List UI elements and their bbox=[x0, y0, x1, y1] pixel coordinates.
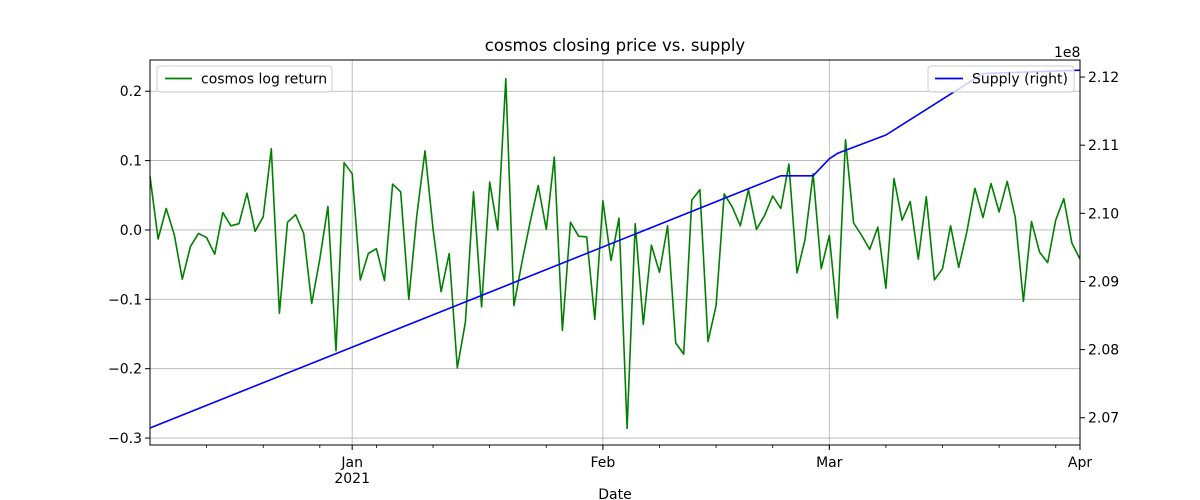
right-y-tick-label: 2.07 bbox=[1088, 411, 1119, 427]
right-axis-offset-text: 1e8 bbox=[1054, 45, 1080, 61]
left-y-tick-label: −0.1 bbox=[108, 292, 142, 308]
left-y-tick-label: −0.3 bbox=[108, 431, 142, 447]
left-y-tick-label: 0.2 bbox=[120, 84, 142, 100]
legend-left-label: cosmos log return bbox=[201, 72, 327, 88]
right-y-tick-label: 2.09 bbox=[1088, 274, 1119, 290]
axes-layer: Jan Feb Mar Apr 2021 −0.3 −0.2 −0.1 0.0 0.1 0.2 2.0… bbox=[108, 70, 1119, 487]
series-line-log-return bbox=[149, 77, 1081, 430]
left-y-tick-label: 0.1 bbox=[120, 154, 142, 170]
legend-right-box bbox=[927, 65, 1075, 93]
x-tick-label: Mar bbox=[816, 455, 843, 471]
legend-right-label: Supply (right) bbox=[972, 72, 1068, 88]
x-axis-label: Date bbox=[598, 487, 631, 500]
grid-lines bbox=[150, 60, 1081, 445]
right-y-tick-label: 2.12 bbox=[1088, 70, 1119, 86]
x-year-label: 2021 bbox=[334, 471, 370, 487]
right-y-tick-label: 2.08 bbox=[1088, 343, 1119, 359]
x-tick-label: Feb bbox=[590, 455, 615, 471]
legend-right: Supply (right) bbox=[927, 65, 1075, 93]
series-layer bbox=[149, 69, 1081, 430]
right-y-tick-label: 2.11 bbox=[1088, 138, 1119, 154]
right-y-tick-label: 2.10 bbox=[1088, 206, 1119, 222]
x-tick-label: Apr bbox=[1068, 455, 1092, 471]
left-y-tick-label: 0.0 bbox=[120, 223, 142, 239]
series-line-supply bbox=[149, 69, 1081, 429]
left-y-tick-label: −0.2 bbox=[108, 362, 142, 378]
x-tick-label: Jan bbox=[340, 455, 363, 471]
plot-frame bbox=[149, 59, 1081, 446]
legend-left-box bbox=[156, 65, 333, 93]
chart-title: cosmos closing price vs. supply bbox=[485, 36, 746, 55]
legend-left: cosmos log return bbox=[156, 65, 333, 93]
